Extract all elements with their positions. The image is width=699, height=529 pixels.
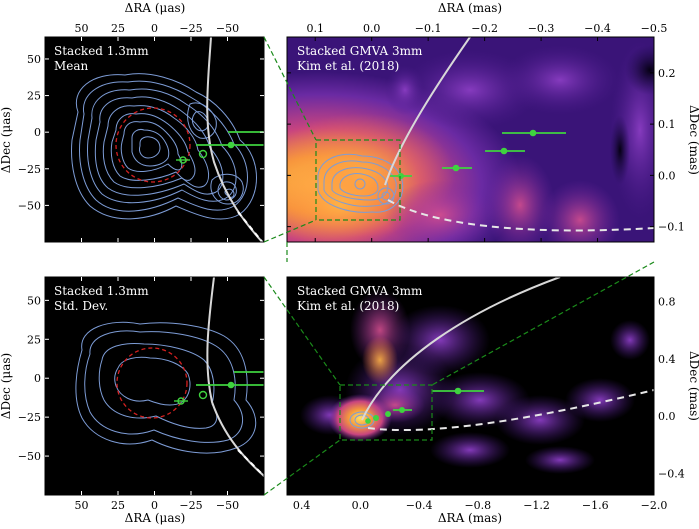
panel-frame <box>286 36 655 243</box>
x-tick-label: −1.2 <box>523 499 550 512</box>
x-tick-label: 0 <box>151 22 158 35</box>
overlay-contours <box>317 153 404 213</box>
mean-contours <box>71 73 257 220</box>
zoom-box-top <box>315 139 401 221</box>
x-tick-label: −2.0 <box>641 499 668 512</box>
x-tick-label: −0.4 <box>406 499 433 512</box>
green-markers-3mm <box>365 387 484 424</box>
y-axis-label-right: ΔDec (mas) <box>687 105 699 175</box>
x-tick-label: −0.8 <box>464 499 491 512</box>
emission-blobs <box>287 40 654 242</box>
panel-bottom-right: Stacked GMVA 3mm Kim et al. (2018) ΔRA (… <box>286 276 699 525</box>
panel-bottom-left-background <box>45 277 264 495</box>
panel-label-line1: Stacked GMVA 3mm <box>297 44 423 58</box>
y-tick-label: −0.1 <box>658 221 685 234</box>
y-tick-label: 25 <box>27 90 41 103</box>
emission-blobs <box>300 290 650 474</box>
x-axis-label-top: ΔRA (mas) <box>438 1 502 15</box>
y-tick-label: 0 <box>34 126 41 139</box>
stddev-contours <box>75 321 257 454</box>
x-tick-label: −0.2 <box>471 22 498 35</box>
y-tick-label: 25 <box>27 333 41 346</box>
x-tick-label: 50 <box>75 499 89 512</box>
x-tick-label: 0.4 <box>293 499 311 512</box>
x-tick-label: −1.6 <box>582 499 609 512</box>
jet-path <box>206 277 264 477</box>
y-axis-label-right: ΔDec (mas) <box>687 351 699 421</box>
y-tick-label: 50 <box>27 294 41 307</box>
panel-label-line2: Kim et al. (2018) <box>297 59 399 73</box>
x-tick-label: −0.3 <box>528 22 555 35</box>
ring-circle <box>115 107 191 183</box>
jet-path-3mm <box>384 37 654 232</box>
y-tick-label: 0.2 <box>658 67 676 80</box>
y-axis-label: ΔDec (μas) <box>0 107 13 173</box>
x-tick-label: −25 <box>179 22 202 35</box>
y-axis-label: ΔDec (μas) <box>0 353 13 419</box>
x-tick-label: 0.0 <box>352 499 370 512</box>
x-tick-label: −25 <box>179 499 202 512</box>
panel-top-right: Stacked GMVA 3mm Kim et al. (2018) ΔRA (… <box>286 1 699 243</box>
ring-circle <box>116 347 188 419</box>
x-tick-label: −0.5 <box>641 22 668 35</box>
green-markers <box>174 371 264 405</box>
y-tick-label: −0.4 <box>658 467 685 480</box>
panel-label-line1: Stacked 1.3mm <box>54 44 149 58</box>
y-tick-label: 0 <box>34 372 41 385</box>
zoom-box-bottom <box>339 384 433 441</box>
panel-label-line1: Stacked 1.3mm <box>54 284 149 298</box>
y-tick-label: 0.0 <box>658 169 676 182</box>
x-tick-label: −50 <box>216 22 239 35</box>
panel-label-line2: Std. Dev. <box>54 299 108 313</box>
x-tick-label: 0.1 <box>306 22 324 35</box>
panel-top-left-background <box>45 37 264 242</box>
y-tick-label: 0.8 <box>658 295 676 308</box>
y-tick-label: −50 <box>18 199 41 212</box>
x-axis-label-bottom: ΔRA (μas) <box>125 511 186 525</box>
jet-path-3mm <box>361 277 654 432</box>
axis-ticks: 50 25 0 −25 −50 50 25 0 −25 −50 0.1 0.0 −0.1 −0.2 −0.3… <box>18 22 685 512</box>
y-tick-label: −25 <box>18 411 41 424</box>
green-markers-3mm <box>390 129 566 179</box>
y-tick-label: −50 <box>18 450 41 463</box>
zoom-connectors <box>263 36 655 496</box>
x-axis-label-bottom: ΔRA (mas) <box>438 511 502 525</box>
x-axis-label-top: ΔRA (μas) <box>125 1 186 15</box>
y-tick-label: 0.1 <box>658 118 676 131</box>
x-tick-label: 25 <box>111 499 125 512</box>
panel-label-line2: Mean <box>54 59 89 73</box>
green-markers <box>176 131 264 164</box>
y-tick-label: 0.0 <box>658 410 676 423</box>
panel-label-line1: Stacked GMVA 3mm <box>297 284 423 298</box>
jet-path <box>206 37 264 242</box>
x-tick-label: −50 <box>216 499 239 512</box>
panel-top-left: Stacked 1.3mm Mean ΔRA (μas) ΔDec (μas) <box>0 1 265 243</box>
x-tick-label: 50 <box>75 22 89 35</box>
y-tick-label: 50 <box>27 53 41 66</box>
panel-label-line2: Kim et al. (2018) <box>297 299 399 313</box>
panel-bottom-left: Stacked 1.3mm Std. Dev. ΔRA (μas) ΔDec (… <box>0 276 265 525</box>
y-tick-label: −25 <box>18 163 41 176</box>
x-tick-label: −0.4 <box>584 22 611 35</box>
x-tick-label: 0.0 <box>363 22 381 35</box>
x-tick-label: −0.1 <box>415 22 442 35</box>
y-tick-label: 0.4 <box>658 353 676 366</box>
panel-frame <box>286 276 655 496</box>
x-tick-label: 25 <box>111 22 125 35</box>
x-tick-label: 0 <box>151 499 158 512</box>
